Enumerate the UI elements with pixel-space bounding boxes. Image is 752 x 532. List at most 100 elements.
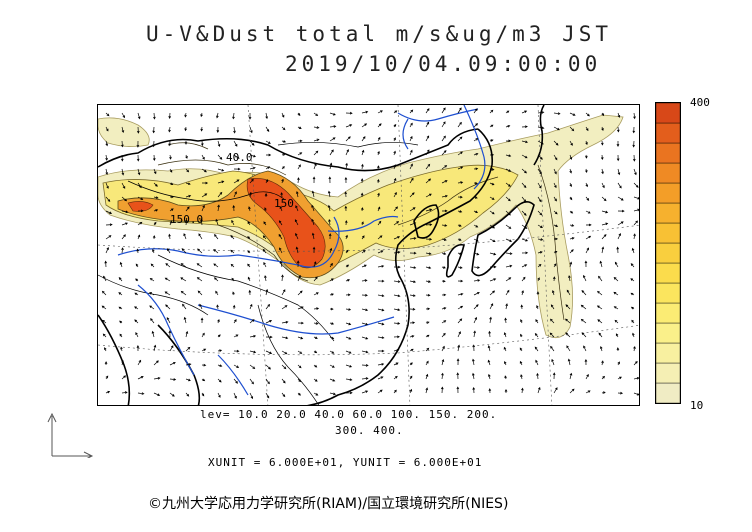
wind-arrow — [137, 182, 142, 189]
wind-arrow — [472, 344, 476, 352]
wind-arrow — [180, 277, 187, 282]
wind-arrow — [409, 177, 414, 184]
wind-arrow — [201, 363, 207, 367]
wind-arrow — [441, 266, 446, 269]
wind-arrow — [633, 376, 639, 380]
wind-arrow — [249, 140, 255, 146]
wind-arrow — [377, 206, 381, 212]
borders — [98, 142, 419, 405]
wind-arrow — [409, 348, 414, 352]
wind-arrow — [473, 252, 480, 256]
wind-arrow — [328, 176, 332, 184]
wind-arrow — [345, 111, 353, 115]
wind-arrow — [360, 207, 364, 212]
wind-arrow — [633, 345, 636, 352]
wind-arrow — [105, 126, 109, 132]
wind-arrow — [345, 350, 352, 354]
wind-arrow — [630, 306, 635, 310]
wind-arrow — [441, 107, 446, 114]
wind-arrow — [119, 320, 123, 324]
wind-arrow — [281, 140, 287, 143]
wind-arrow — [550, 345, 555, 352]
wind-arrow — [294, 219, 299, 226]
wind-arrow — [537, 224, 543, 228]
wind-arrow — [329, 162, 333, 170]
wind-arrow — [233, 319, 237, 324]
wind-arrow — [136, 126, 140, 134]
wind-arrow — [247, 250, 251, 254]
wind-arrow — [613, 291, 619, 296]
wind-arrow — [329, 364, 335, 368]
colorbar-swatch — [655, 122, 681, 144]
wind-arrow — [233, 392, 237, 399]
wind-arrow — [553, 196, 557, 202]
wind-arrow — [118, 292, 123, 296]
wind-arrow — [135, 278, 139, 282]
wind-arrow — [409, 149, 413, 156]
wind-arrow — [601, 360, 604, 366]
wind-arrow — [566, 289, 571, 296]
wind-arrow — [345, 279, 351, 282]
wind-arrow — [601, 182, 605, 189]
wind-arrow — [617, 221, 624, 226]
wind-arrow — [601, 222, 609, 226]
wind-arrow — [105, 112, 110, 117]
wind-arrow — [376, 165, 380, 170]
wind-arrow — [409, 321, 416, 325]
map-datetime: 2019/10/04.09:00:00 — [285, 52, 602, 76]
wind-arrow — [425, 223, 433, 226]
wind-arrow — [360, 192, 364, 198]
wind-arrow — [297, 126, 302, 129]
wind-arrow — [617, 182, 622, 189]
wind-arrow — [489, 210, 495, 215]
wind-arrow — [393, 206, 398, 212]
wind-arrow — [137, 234, 141, 240]
wind-arrow — [585, 210, 591, 214]
colorbar-swatch — [655, 322, 681, 344]
wind-arrow — [297, 364, 302, 369]
wind-arrow — [151, 330, 155, 338]
wind-arrow — [504, 375, 507, 380]
wind-arrow — [552, 276, 556, 282]
wind-arrow — [601, 210, 609, 214]
wind-arrow — [121, 182, 126, 189]
wind-arrow — [149, 292, 155, 296]
wind-arrow — [425, 163, 431, 170]
wind-arrow — [329, 112, 336, 116]
wind-arrow — [377, 336, 385, 339]
wind-arrow — [425, 347, 430, 352]
wind-arrow — [281, 336, 289, 340]
wind-arrow — [134, 306, 139, 310]
wind-arrow — [118, 306, 123, 310]
wind-arrow — [202, 181, 209, 185]
wind-arrow — [457, 107, 462, 114]
wind-arrow — [168, 233, 171, 240]
wind-arrow — [344, 220, 348, 226]
wind-arrow — [601, 246, 605, 254]
wind-arrow — [472, 386, 476, 394]
wind-arrow — [213, 249, 219, 254]
wind-arrow — [536, 291, 540, 296]
wind-arrow — [599, 346, 603, 352]
wind-arrow — [165, 304, 171, 310]
wind-arrow — [521, 210, 527, 216]
wind-arrow — [247, 263, 251, 268]
wind-arrow — [233, 126, 236, 134]
wind-arrow — [121, 222, 128, 226]
wind-arrow — [217, 154, 223, 160]
wind-arrow — [393, 375, 398, 380]
wind-arrow — [503, 332, 507, 338]
wind-arrow — [149, 305, 155, 310]
wind-arrow — [101, 319, 107, 324]
wind-arrow — [281, 364, 287, 370]
wind-arrow — [105, 140, 109, 147]
wind-arrow — [617, 376, 622, 380]
wind-arrow — [101, 290, 107, 296]
wind-arrow — [457, 279, 464, 283]
wind-arrow — [104, 347, 107, 352]
wind-arrow — [569, 182, 572, 188]
wind-arrow — [311, 204, 315, 212]
wind-arrow — [105, 154, 108, 161]
wind-arrow — [196, 263, 203, 268]
wind-arrow — [505, 252, 513, 255]
